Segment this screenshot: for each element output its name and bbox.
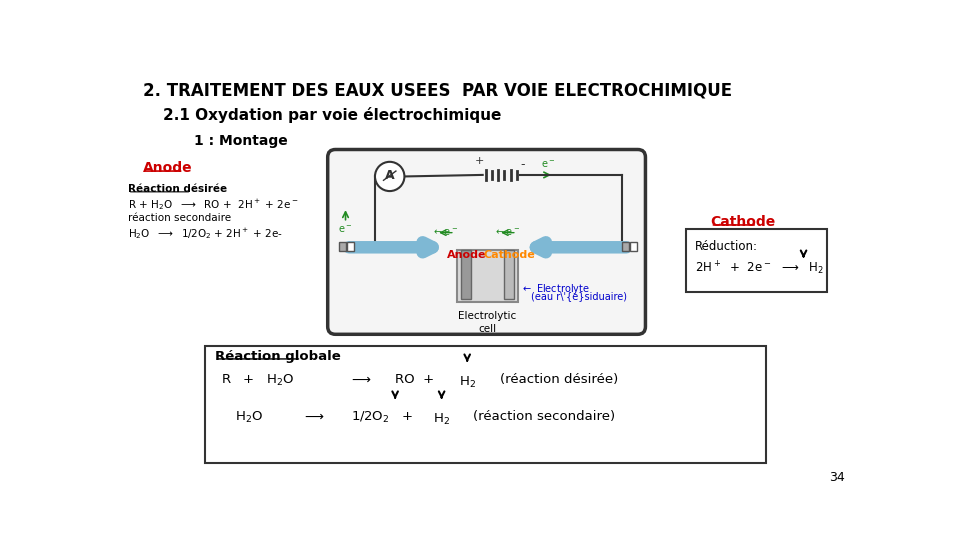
Text: H$_2$O  $\longrightarrow$  1/2O$_2$ + 2H$^+$ + 2e-: H$_2$O $\longrightarrow$ 1/2O$_2$ + 2H$^…: [128, 226, 283, 241]
Bar: [339, 242, 347, 251]
Text: (eau r\'{e}siduaire): (eau r\'{e}siduaire): [531, 291, 627, 301]
Text: Electrolytic
cell: Electrolytic cell: [458, 311, 516, 334]
Text: Réduction:: Réduction:: [695, 240, 758, 253]
Text: $\longrightarrow$: $\longrightarrow$: [302, 410, 325, 423]
Circle shape: [375, 162, 404, 191]
Text: Cathode: Cathode: [483, 249, 535, 260]
Text: R + H$_2$O  $\longrightarrow$  RO +  2H$^+$ + 2e$^-$: R + H$_2$O $\longrightarrow$ RO + 2H$^+$…: [128, 197, 299, 212]
Text: 34: 34: [828, 471, 845, 484]
Text: A: A: [385, 169, 395, 182]
Text: R   +   H$_2$O: R + H$_2$O: [221, 373, 295, 388]
Text: réaction secondaire: réaction secondaire: [128, 213, 230, 224]
Text: Réaction désirée: Réaction désirée: [128, 184, 227, 194]
Text: 1 : Montage: 1 : Montage: [194, 134, 287, 148]
Text: H$_2$: H$_2$: [459, 375, 476, 390]
Bar: [348, 242, 354, 251]
Text: 1/2O$_2$   +: 1/2O$_2$ +: [351, 410, 413, 425]
Bar: [457, 249, 517, 302]
Text: Anode: Anode: [446, 249, 486, 260]
Text: Réaction globale: Réaction globale: [214, 350, 340, 363]
Bar: [504, 249, 514, 299]
Text: -: -: [520, 158, 525, 171]
Text: Cathode: Cathode: [710, 215, 776, 229]
Text: 2. TRAITEMENT DES EAUX USEES  PAR VOIE ELECTROCHIMIQUE: 2. TRAITEMENT DES EAUX USEES PAR VOIE EL…: [143, 82, 732, 100]
Bar: [630, 242, 636, 251]
Text: Anode: Anode: [143, 161, 193, 175]
Text: $\leftarrow$e$^-$: $\leftarrow$e$^-$: [494, 226, 520, 238]
FancyBboxPatch shape: [205, 346, 766, 463]
Text: RO  +: RO +: [396, 373, 434, 386]
Text: $\longrightarrow$: $\longrightarrow$: [348, 373, 372, 386]
Text: 2H$^+$  +  2e$^-$  $\longrightarrow$  H$_2$: 2H$^+$ + 2e$^-$ $\longrightarrow$ H$_2$: [695, 260, 824, 277]
Text: H$_2$: H$_2$: [433, 412, 450, 427]
Text: (réaction désirée): (réaction désirée): [500, 373, 618, 386]
Text: 2.1 Oxydation par voie électrochimique: 2.1 Oxydation par voie électrochimique: [162, 107, 501, 123]
Text: e$^-$: e$^-$: [541, 159, 556, 170]
Text: +: +: [475, 156, 484, 166]
FancyBboxPatch shape: [685, 229, 827, 292]
Bar: [622, 242, 629, 251]
Text: H$_2$O: H$_2$O: [234, 410, 263, 425]
Bar: [461, 249, 471, 299]
FancyBboxPatch shape: [327, 150, 645, 334]
Text: $\leftarrow$ Electrolyte: $\leftarrow$ Electrolyte: [521, 282, 590, 296]
Text: (réaction secondaire): (réaction secondaire): [472, 410, 614, 423]
Text: $\leftarrow$e$^-$: $\leftarrow$e$^-$: [432, 226, 459, 238]
Text: e$^-$: e$^-$: [338, 224, 352, 235]
